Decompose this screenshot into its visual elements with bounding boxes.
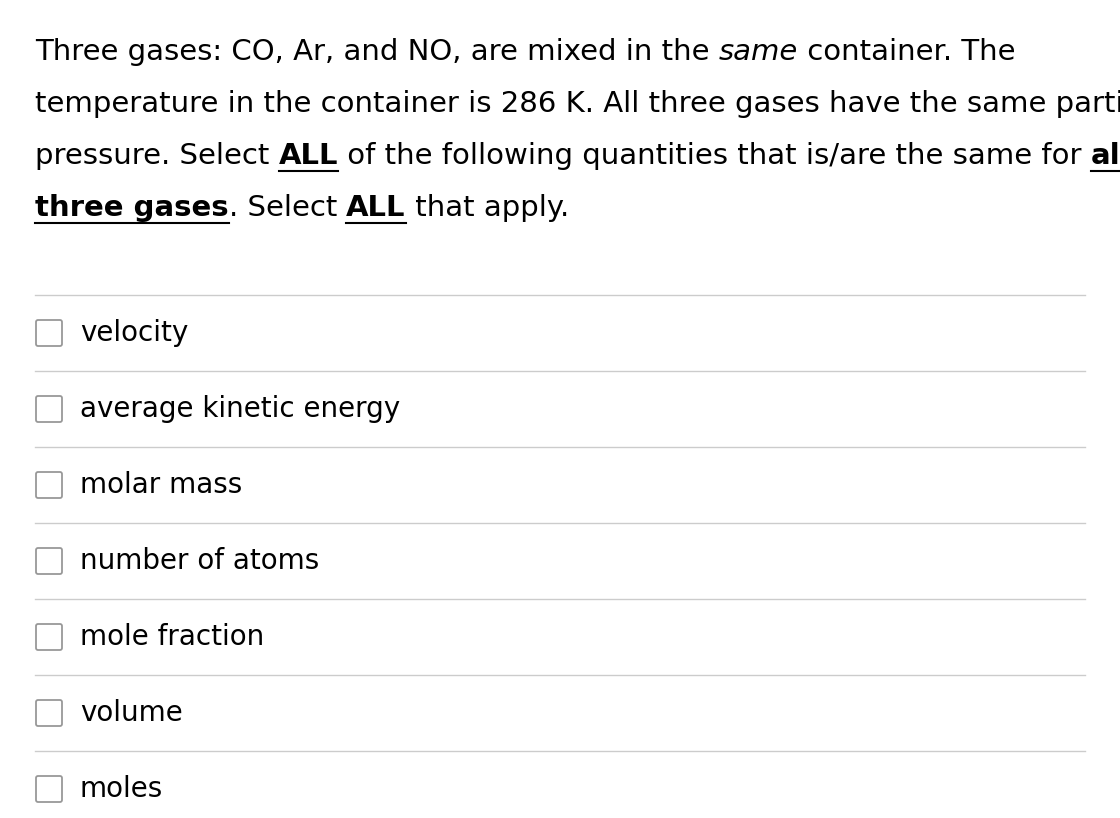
FancyBboxPatch shape: [36, 776, 62, 802]
FancyBboxPatch shape: [36, 624, 62, 650]
Text: velocity: velocity: [80, 319, 188, 347]
Text: same: same: [719, 38, 797, 66]
FancyBboxPatch shape: [36, 472, 62, 498]
Text: three gases: three gases: [35, 194, 228, 222]
Text: average kinetic energy: average kinetic energy: [80, 395, 400, 423]
FancyBboxPatch shape: [36, 548, 62, 574]
Text: that apply.: that apply.: [405, 194, 569, 222]
Text: . Select: . Select: [228, 194, 346, 222]
Text: temperature in the container is 286 K. All three gases have the same partial: temperature in the container is 286 K. A…: [35, 90, 1120, 118]
FancyBboxPatch shape: [36, 700, 62, 726]
Text: ALL: ALL: [279, 142, 338, 170]
Text: Three gases: CO, Ar, and NO, are mixed in the: Three gases: CO, Ar, and NO, are mixed i…: [35, 38, 719, 66]
Text: molar mass: molar mass: [80, 471, 242, 499]
FancyBboxPatch shape: [36, 320, 62, 346]
Text: all: all: [1091, 142, 1120, 170]
Text: ALL: ALL: [346, 194, 405, 222]
Text: number of atoms: number of atoms: [80, 547, 319, 575]
FancyBboxPatch shape: [36, 396, 62, 422]
Text: moles: moles: [80, 775, 164, 803]
Text: of the following quantities that is/are the same for: of the following quantities that is/are …: [338, 142, 1091, 170]
Text: pressure. Select: pressure. Select: [35, 142, 279, 170]
Text: mole fraction: mole fraction: [80, 623, 264, 651]
Text: volume: volume: [80, 699, 183, 727]
Text: container. The: container. The: [797, 38, 1016, 66]
